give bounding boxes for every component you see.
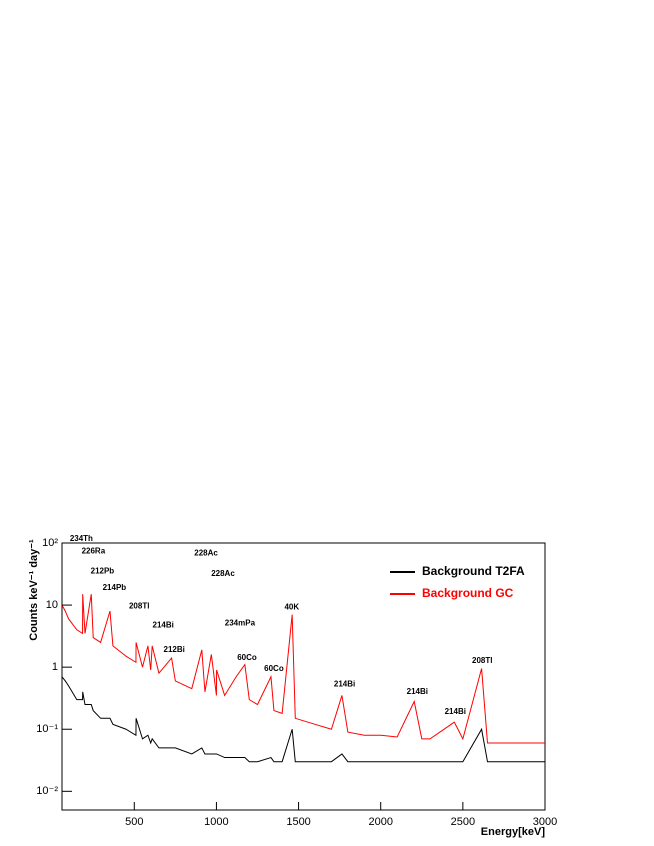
series-line bbox=[62, 676, 545, 763]
peak-label: 214Bi bbox=[445, 707, 466, 716]
peak-label: 208Tl bbox=[129, 602, 149, 611]
x-tick-label: 500 bbox=[125, 816, 143, 828]
peak-label: 228Ac bbox=[194, 549, 218, 558]
x-tick-label: 2000 bbox=[368, 816, 392, 828]
y-tick-label: 10⁻¹ bbox=[36, 723, 58, 735]
peak-label: 40K bbox=[284, 602, 299, 611]
series-group bbox=[62, 594, 545, 763]
plot-frame bbox=[61, 542, 546, 811]
peak-label: 214Bi bbox=[153, 621, 174, 630]
peak-label: 228Ac bbox=[211, 569, 235, 578]
peak-label: 234Th bbox=[70, 534, 93, 543]
x-tick-label: 3000 bbox=[533, 816, 557, 828]
peak-label: 60Co bbox=[264, 664, 284, 673]
series-line bbox=[62, 594, 545, 744]
legend-label: Background GC bbox=[422, 586, 514, 600]
peak-label: 214Bi bbox=[407, 687, 428, 696]
peak-label: 214Pb bbox=[103, 583, 127, 592]
legend-label: Background T2FA bbox=[422, 564, 525, 578]
peak-label: 214Bi bbox=[334, 679, 355, 688]
y-tick-label: 10² bbox=[42, 537, 58, 549]
y-tick-label: 1 bbox=[52, 661, 58, 673]
x-tick-label: 2500 bbox=[451, 816, 475, 828]
peak-label: 212Pb bbox=[91, 566, 115, 575]
peak-label: 60Co bbox=[237, 653, 257, 662]
peak-label: 226Ra bbox=[82, 547, 106, 556]
y-tick-label: 10⁻² bbox=[36, 785, 58, 797]
y-tick-label: 10 bbox=[46, 599, 58, 611]
y-axis-label: Counts keV⁻¹ day⁻¹ bbox=[28, 539, 40, 641]
x-tick-label: 1000 bbox=[204, 816, 228, 828]
x-tick-label: 1500 bbox=[286, 816, 310, 828]
x-axis-label: Energy[keV] bbox=[481, 826, 546, 838]
peak-label: 208Tl bbox=[472, 656, 492, 665]
peak-label: 234mPa bbox=[225, 618, 256, 627]
peak-label: 212Bi bbox=[164, 645, 185, 654]
